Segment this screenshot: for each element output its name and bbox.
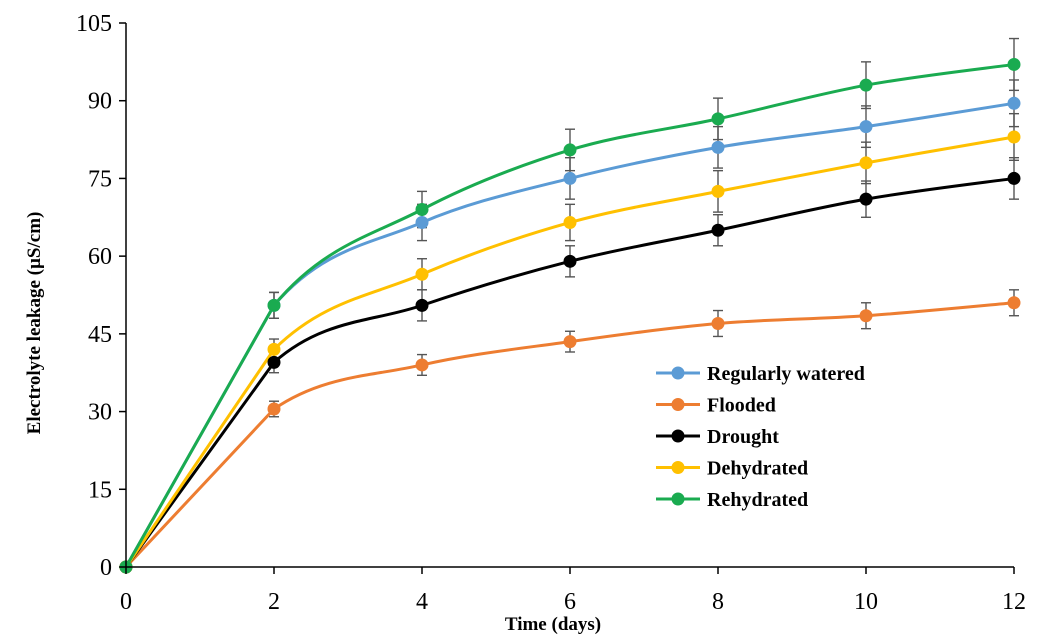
legend-marker: [671, 461, 685, 474]
y-tick-label: 105: [76, 11, 112, 37]
y-axis-title: Electrolyte leakage (µS/cm): [24, 212, 45, 435]
data-point: [563, 143, 577, 157]
x-tick-label: 0: [120, 589, 132, 615]
x-tick-label: 8: [712, 589, 724, 615]
y-tick-label: 75: [88, 166, 112, 192]
y-tick-label: 0: [100, 555, 112, 581]
data-point: [711, 316, 725, 330]
data-point: [711, 140, 725, 154]
data-point: [267, 355, 281, 369]
data-point: [563, 254, 577, 268]
data-point: [859, 192, 873, 206]
x-axis-title: Time (days): [505, 614, 601, 635]
legend-marker: [671, 398, 685, 411]
data-point: [1007, 96, 1021, 110]
data-point: [415, 215, 429, 229]
data-point: [1007, 296, 1021, 310]
data-point: [563, 335, 577, 349]
data-point: [711, 184, 725, 198]
x-tick-label: 6: [564, 589, 576, 615]
series-line: [124, 101, 1015, 568]
legend-marker: [671, 429, 685, 443]
data-point: [1007, 57, 1021, 71]
series-line: [124, 301, 1015, 569]
x-tick-label: 10: [854, 589, 878, 615]
data-point: [563, 171, 577, 185]
y-tick-label: 15: [88, 477, 112, 503]
series-points: [119, 57, 1021, 574]
data-point: [859, 156, 873, 170]
series-lines: [124, 62, 1015, 569]
axes: 0 15 30 45 60 75 90 105 0 2 4 6 8 10 12: [76, 11, 1026, 615]
series-line: [124, 176, 1015, 568]
legend-marker: [671, 492, 685, 506]
y-tick-label: 45: [88, 322, 112, 348]
data-point: [563, 215, 577, 229]
data-point: [711, 223, 725, 237]
series-line: [124, 135, 1015, 568]
data-point: [859, 78, 873, 92]
data-point: [267, 342, 281, 356]
legend-marker: [671, 366, 685, 380]
data-point: [1007, 130, 1021, 144]
legend-label: Dehydrated: [707, 458, 808, 480]
legend-label: Regularly watered: [707, 363, 865, 385]
series-line: [124, 62, 1015, 568]
x-tick-label: 12: [1002, 589, 1026, 615]
data-point: [859, 309, 873, 323]
y-tick-label: 60: [88, 244, 112, 270]
y-tick-label: 30: [88, 400, 112, 426]
y-tick-label: 90: [88, 89, 112, 115]
data-point: [859, 120, 873, 134]
data-point: [415, 267, 429, 281]
legend-label: Drought: [707, 426, 779, 448]
data-point: [1007, 171, 1021, 185]
x-tick-label: 2: [268, 589, 280, 615]
data-point: [415, 203, 429, 217]
legend-label: Flooded: [707, 395, 776, 417]
legend: Regularly watered Flooded Drought Dehydrate…: [656, 363, 865, 511]
data-point: [711, 112, 725, 126]
data-point: [415, 358, 429, 372]
legend-label: Rehydrated: [707, 489, 808, 511]
data-point: [267, 402, 281, 416]
x-tick-label: 4: [416, 589, 428, 615]
data-point: [415, 298, 429, 312]
data-point: [267, 298, 281, 312]
